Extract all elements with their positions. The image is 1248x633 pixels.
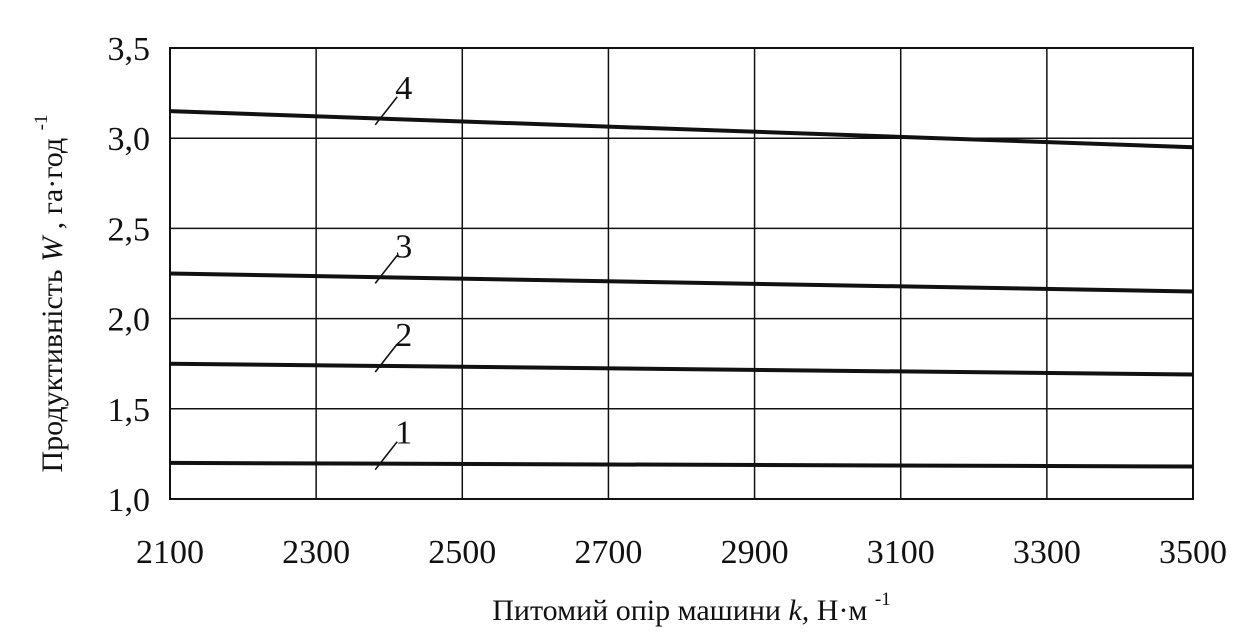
- y-tick-label: 1,0: [108, 482, 151, 519]
- series-line-3: [169, 271, 1194, 294]
- x-axis-label: Питомий опір машини k, Н·м -1: [492, 589, 891, 627]
- y-axis-label-unit: , га·год: [36, 138, 69, 230]
- series-label-3: 3: [395, 228, 412, 265]
- y-axis-label-variable: W: [36, 234, 69, 262]
- series-group: 1 2 3 4: [169, 70, 1194, 471]
- x-tick-label: 2500: [428, 534, 496, 571]
- series-label-leader: [374, 96, 398, 126]
- series-line-1: [169, 460, 1194, 469]
- x-tick-label: 3100: [867, 534, 935, 571]
- x-tick-label: 2100: [136, 534, 204, 571]
- y-tick-label: 1,5: [108, 392, 151, 429]
- x-tick-label: 2700: [574, 534, 642, 571]
- x-tick-label: 2900: [721, 534, 789, 571]
- series-label-leader: [374, 343, 398, 373]
- series-label-leader: [374, 254, 398, 284]
- series-line-2: [169, 361, 1194, 377]
- x-tick-label: 3500: [1159, 534, 1227, 571]
- x-axis-label-text: Питомий опір машини: [492, 594, 781, 627]
- y-tick-label: 3,0: [108, 121, 151, 158]
- x-tick-label: 2300: [282, 534, 350, 571]
- y-tick-label: 2,0: [108, 302, 151, 339]
- series-label-1: 1: [395, 415, 412, 452]
- series-label-2: 2: [395, 317, 412, 354]
- x-axis-label-unit: Н·м: [817, 594, 868, 627]
- x-axis-label-variable: k,: [788, 594, 809, 627]
- series-label-leader: [374, 441, 398, 471]
- series-line-4: [169, 109, 1194, 150]
- series-label-4: 4: [395, 70, 412, 107]
- y-axis-label-text: Продуктивність: [36, 269, 69, 472]
- y-tick-label: 2,5: [108, 211, 151, 248]
- y-tick-label: 3,5: [108, 31, 151, 68]
- y-axis-label: Продуктивність W , га·год -1: [31, 115, 69, 473]
- x-axis-label-unit-exponent: -1: [875, 589, 891, 610]
- tick-labels: 2100 2300 2500 2700 2900 3100 3300 3500 1,0 1,5 2,…: [108, 31, 1228, 571]
- y-axis-label-unit-exponent: -1: [31, 115, 52, 131]
- x-tick-label: 3300: [1013, 534, 1081, 571]
